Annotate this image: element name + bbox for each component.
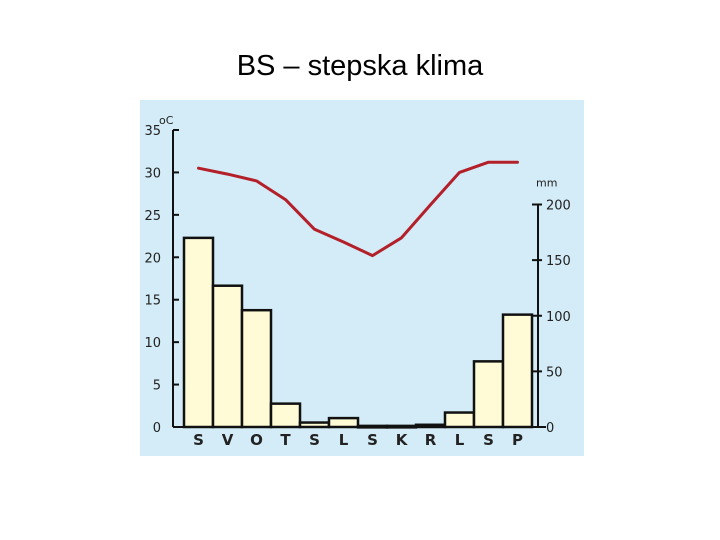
left-axis-tick-label: 10 — [144, 336, 161, 351]
precipitation-bar — [501, 313, 534, 429]
left-axis-tick-label: 20 — [144, 251, 161, 266]
month-label: O — [250, 431, 263, 449]
right-axis-tick-label: 50 — [546, 365, 563, 380]
month-label: S — [483, 431, 494, 449]
precipitation-bar — [211, 284, 244, 429]
precipitation-bar — [182, 236, 215, 429]
month-label: T — [280, 431, 291, 449]
month-label: P — [512, 431, 523, 449]
right-axis-tick-label: 0 — [546, 421, 554, 436]
month-label: L — [339, 431, 349, 449]
right-axis-tick-label: 200 — [546, 199, 571, 214]
climate-chart: 0 5 10 15 20 25 30 35 oC 0 50 100 150 200 mm S V O T S L S K R L… — [140, 100, 584, 456]
left-axis-tick-label: 0 — [153, 421, 161, 436]
temperature-line — [197, 160, 519, 258]
precipitation-bar — [443, 411, 476, 429]
left-axis-tick-label: 5 — [153, 379, 161, 394]
left-axis-tick-label: 30 — [144, 166, 161, 181]
left-axis-tick-label: 35 — [144, 124, 161, 139]
right-axis-tick-label: 100 — [546, 310, 571, 325]
month-label: S — [193, 431, 204, 449]
month-label: S — [367, 431, 378, 449]
precipitation-bar — [472, 360, 505, 429]
page-title: BS – stepska klima — [236, 50, 484, 82]
left-axis-tick-label: 15 — [144, 294, 161, 309]
month-label: S — [309, 431, 320, 449]
month-label: R — [425, 431, 437, 449]
right-axis-tick-label: 150 — [546, 254, 571, 269]
precipitation-bar — [269, 402, 302, 429]
month-label: K — [396, 431, 409, 449]
right-axis-unit: mm — [536, 177, 557, 190]
precipitation-bar — [240, 308, 273, 429]
month-label: V — [222, 431, 234, 449]
left-axis-tick-label: 25 — [144, 209, 161, 224]
precipitation-bar — [327, 416, 360, 429]
month-label: L — [455, 431, 465, 449]
left-axis-unit: oC — [159, 114, 174, 127]
